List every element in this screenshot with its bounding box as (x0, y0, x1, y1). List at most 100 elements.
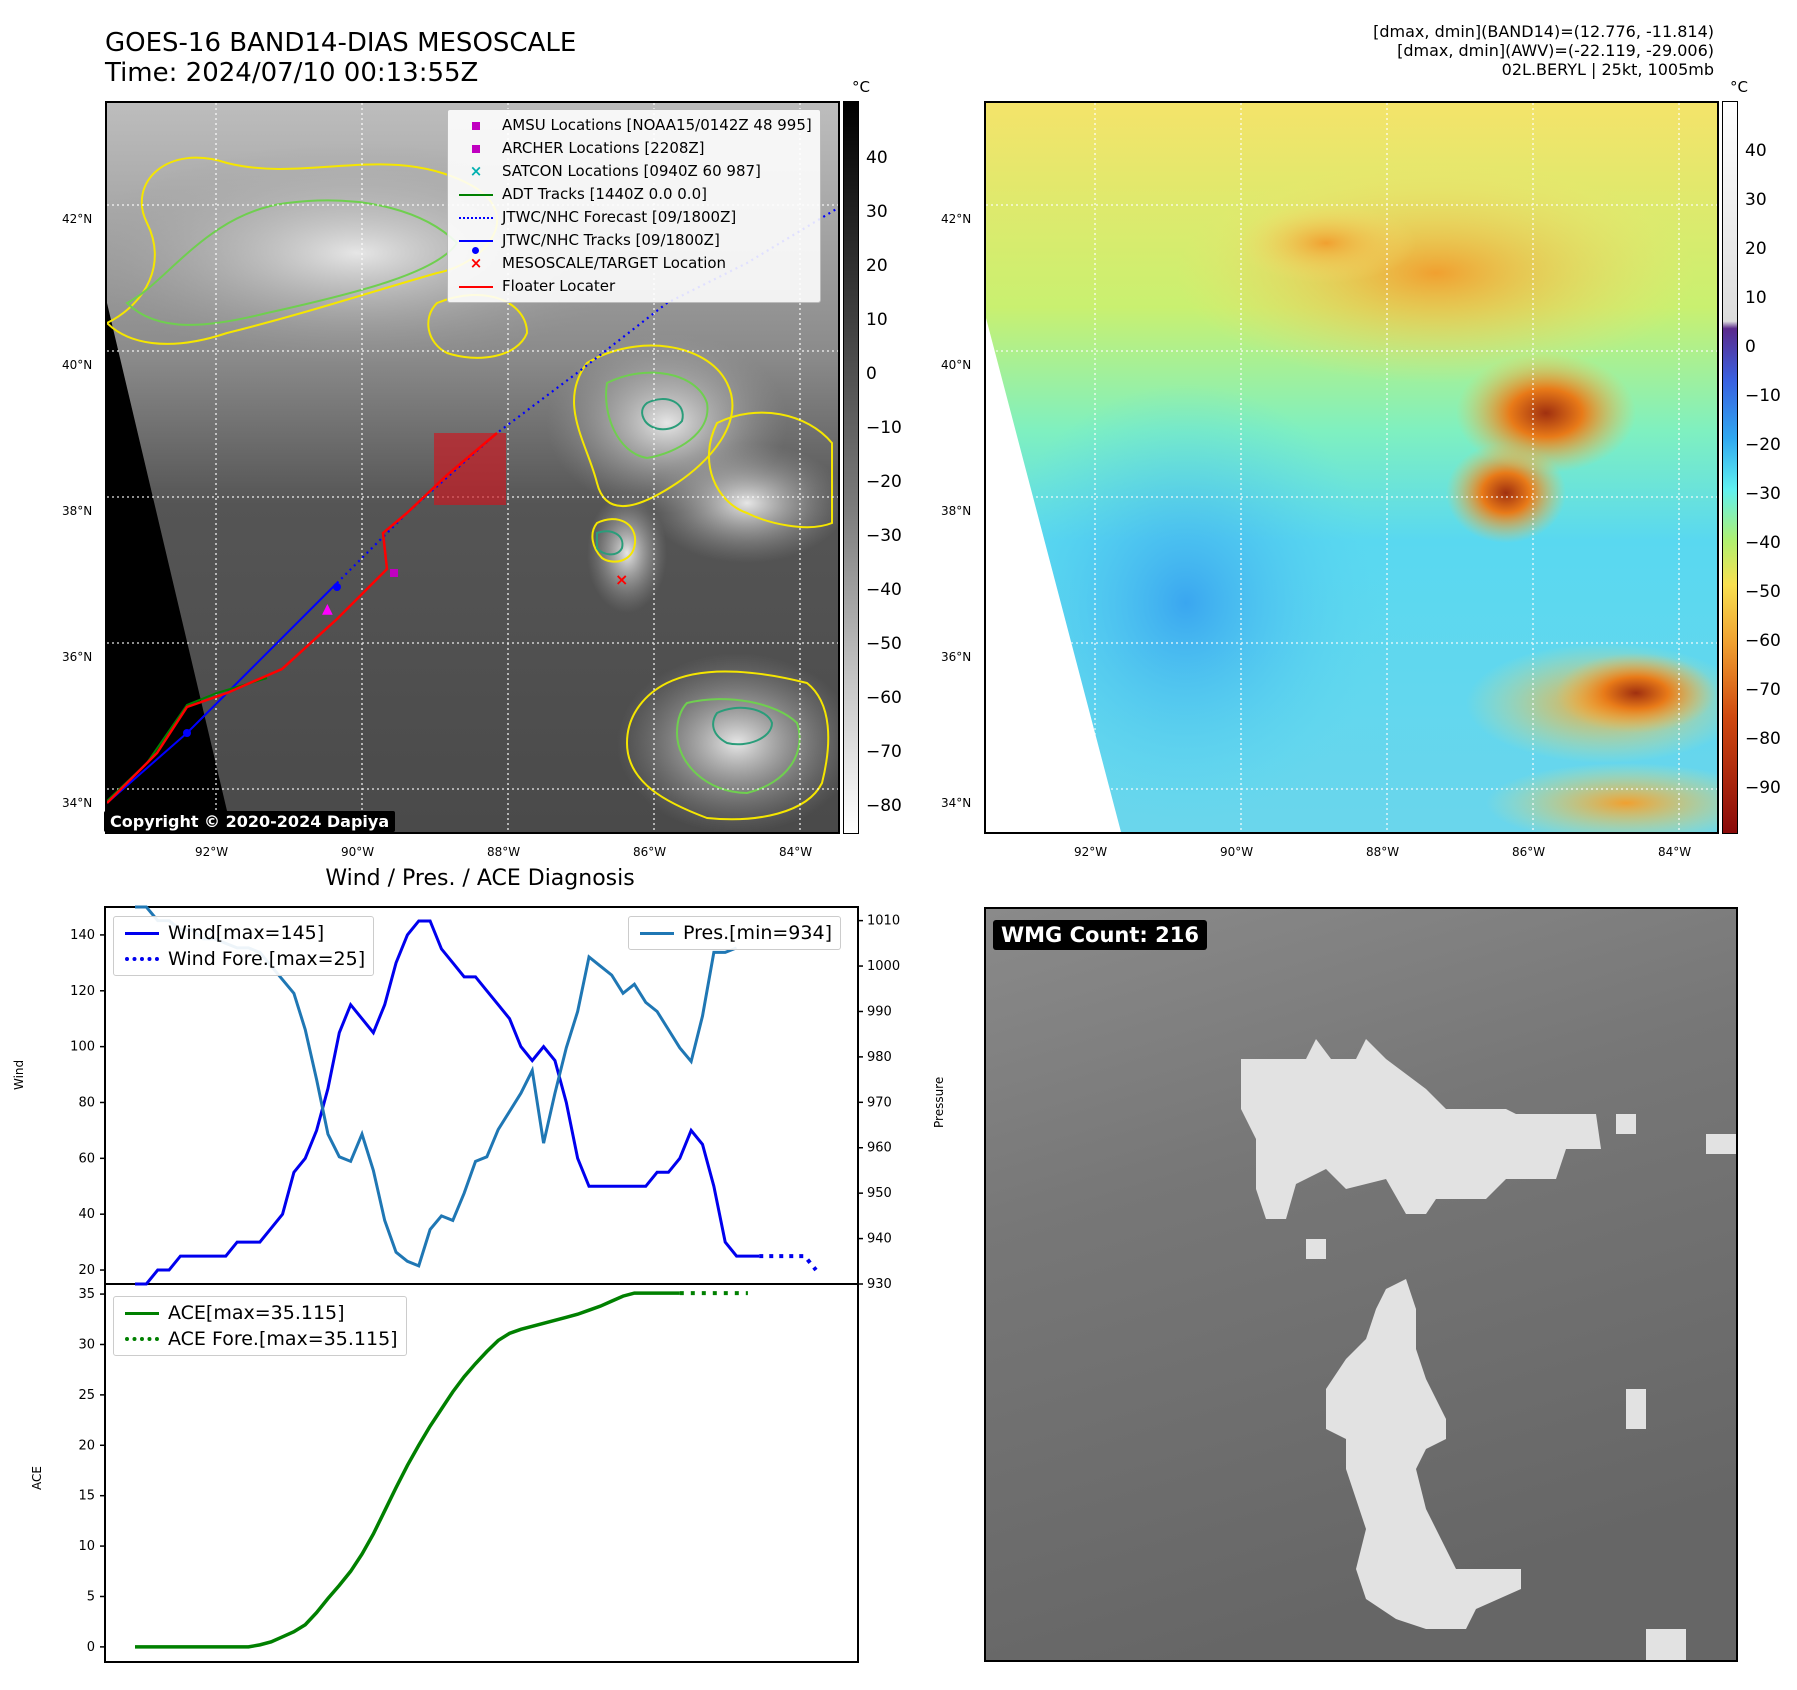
floater-locater-line (107, 432, 498, 804)
awv-map-panel (984, 101, 1719, 834)
cbar-tick: 30 (1745, 190, 1767, 210)
legend-label: ARCHER Locations [2208Z] (502, 139, 705, 157)
pressure-tick-label: 930 (867, 1277, 892, 1292)
colorbar-right-ticks: 40 30 20 10 0 −10 −20 −30 −40 −50 −60 −7… (1745, 101, 1795, 834)
cbar-tick: −40 (1745, 533, 1781, 553)
square-icon (456, 121, 496, 130)
wind-tick-label: 140 (70, 928, 95, 943)
legend-row: JTWC/NHC Tracks [09/1800Z] (456, 229, 812, 254)
title-line-1: GOES-16 BAND14-DIAS MESOSCALE (105, 28, 577, 58)
legend-row: ADT Tracks [1440Z 0.0 0.0] (456, 183, 812, 206)
lat-label: 40°N (62, 358, 93, 372)
cbar-tick: 0 (1745, 337, 1756, 357)
legend-label: SATCON Locations [0940Z 60 987] (502, 162, 761, 180)
ace-axis-label: ACE (30, 1466, 44, 1490)
ace-tick-label: 0 (87, 1640, 95, 1655)
cbar-tick: −50 (1745, 582, 1781, 602)
info-line-1: [dmax, dmin](BAND14)=(12.776, -11.814) (1373, 22, 1714, 41)
cbar-tick: 20 (866, 256, 888, 276)
lat-label: 42°N (941, 212, 972, 226)
wind-tick-label: 20 (78, 1263, 95, 1278)
lon-label: 86°W (1512, 845, 1546, 859)
dotted-line-icon (122, 957, 162, 961)
cbar-tick: −20 (1745, 435, 1781, 455)
cbar-tick: −60 (1745, 631, 1781, 651)
cbar-tick: −30 (866, 526, 902, 546)
cbar-tick: −50 (866, 634, 902, 654)
ace-tick-label: 35 (78, 1287, 95, 1302)
cbar-tick: 40 (866, 148, 888, 168)
cbar-tick: −10 (866, 418, 902, 438)
map-legend: AMSU Locations [NOAA15/0142Z 48 995] ARC… (447, 109, 821, 303)
ace-panel-frame (104, 1283, 859, 1663)
info-line-2: [dmax, dmin](AWV)=(-22.119, -29.006) (1397, 41, 1714, 60)
ace-line (135, 1291, 680, 1649)
legend-label: Wind Fore.[max=25] (168, 948, 366, 970)
legend-label: ADT Tracks [1440Z 0.0 0.0] (502, 185, 707, 203)
wind-tick-label: 120 (70, 984, 95, 999)
square-icon (456, 144, 496, 153)
lon-label: 90°W (341, 845, 375, 859)
cbar-tick: −20 (866, 472, 902, 492)
cbar-tick: −40 (866, 580, 902, 600)
lon-label: 92°W (195, 845, 229, 859)
pressure-tick-label: 970 (867, 1095, 892, 1110)
legend-label: JTWC/NHC Forecast [09/1800Z] (502, 208, 737, 226)
wind-tick-label: 40 (78, 1207, 95, 1222)
lon-label: 88°W (487, 845, 521, 859)
cbar-tick: −70 (1745, 680, 1781, 700)
line-icon (637, 931, 677, 935)
diagnosis-chart: 2040608010012014093094095096097098099010… (70, 905, 900, 1663)
title-line-2: Time: 2024/07/10 00:13:55Z (105, 58, 479, 88)
wmg-panel (984, 907, 1738, 1662)
pressure-tick-label: 940 (867, 1232, 892, 1247)
line-icon (122, 931, 162, 935)
pressure-tick-label: 960 (867, 1141, 892, 1156)
legend-row: × SATCON Locations [0940Z 60 987] (456, 160, 812, 183)
ace-tick-label: 15 (78, 1489, 95, 1504)
wind-legend: Wind[max=145] Wind Fore.[max=25] (113, 916, 375, 976)
diagnosis-title: Wind / Pres. / ACE Diagnosis (325, 866, 635, 891)
dotted-line-icon (456, 216, 496, 219)
lon-label: 88°W (1366, 845, 1400, 859)
colorbar-right-unit: °C (1730, 78, 1748, 96)
legend-row: Floater Locater (456, 275, 812, 298)
awv-map-canvas (986, 103, 1717, 832)
legend-label: MESOSCALE/TARGET Location (502, 254, 727, 272)
pressure-tick-label: 1000 (867, 959, 900, 974)
colorbar-left (843, 101, 859, 834)
legend-label: ACE[max=35.115] (168, 1302, 345, 1324)
lat-label: 36°N (941, 650, 972, 664)
lon-label: 86°W (633, 845, 667, 859)
legend-label: AMSU Locations [NOAA15/0142Z 48 995] (502, 116, 812, 134)
legend-row: ARCHER Locations [2208Z] (456, 137, 812, 160)
cbar-tick: 10 (866, 310, 888, 330)
lat-label: 34°N (62, 796, 93, 810)
cbar-tick: −90 (1745, 778, 1781, 798)
legend-label: Wind[max=145] (168, 922, 325, 944)
cbar-tick: 30 (866, 202, 888, 222)
colorbar-left-unit: °C (852, 78, 870, 96)
ace-tick-label: 5 (87, 1589, 95, 1604)
cbar-tick: 40 (1745, 141, 1767, 161)
pressure-tick-label: 1010 (867, 914, 900, 929)
legend-row: JTWC/NHC Forecast [09/1800Z] (456, 206, 812, 229)
ace-tick-label: 30 (78, 1337, 95, 1352)
lon-label: 92°W (1074, 845, 1108, 859)
storm-info: [dmax, dmin](BAND14)=(12.776, -11.814) [… (1373, 22, 1714, 79)
legend-label: Floater Locater (502, 277, 616, 295)
lon-label: 84°W (779, 845, 813, 859)
colorbar-right (1722, 101, 1738, 834)
wind-line (135, 919, 760, 1286)
lat-label: 38°N (941, 504, 972, 518)
info-line-3: 02L.BERYL | 25kt, 1005mb (1501, 60, 1714, 79)
pressure-legend: Pres.[min=934] (628, 916, 841, 950)
wind-tick-label: 100 (70, 1040, 95, 1055)
wmg-canvas (986, 909, 1736, 1660)
line-icon (456, 193, 496, 196)
wind-tick-label: 80 (78, 1095, 95, 1110)
ace-tick-label: 25 (78, 1388, 95, 1403)
cbar-tick: −70 (866, 742, 902, 762)
cbar-tick: −60 (866, 688, 902, 708)
mesoscale-box (434, 433, 506, 505)
